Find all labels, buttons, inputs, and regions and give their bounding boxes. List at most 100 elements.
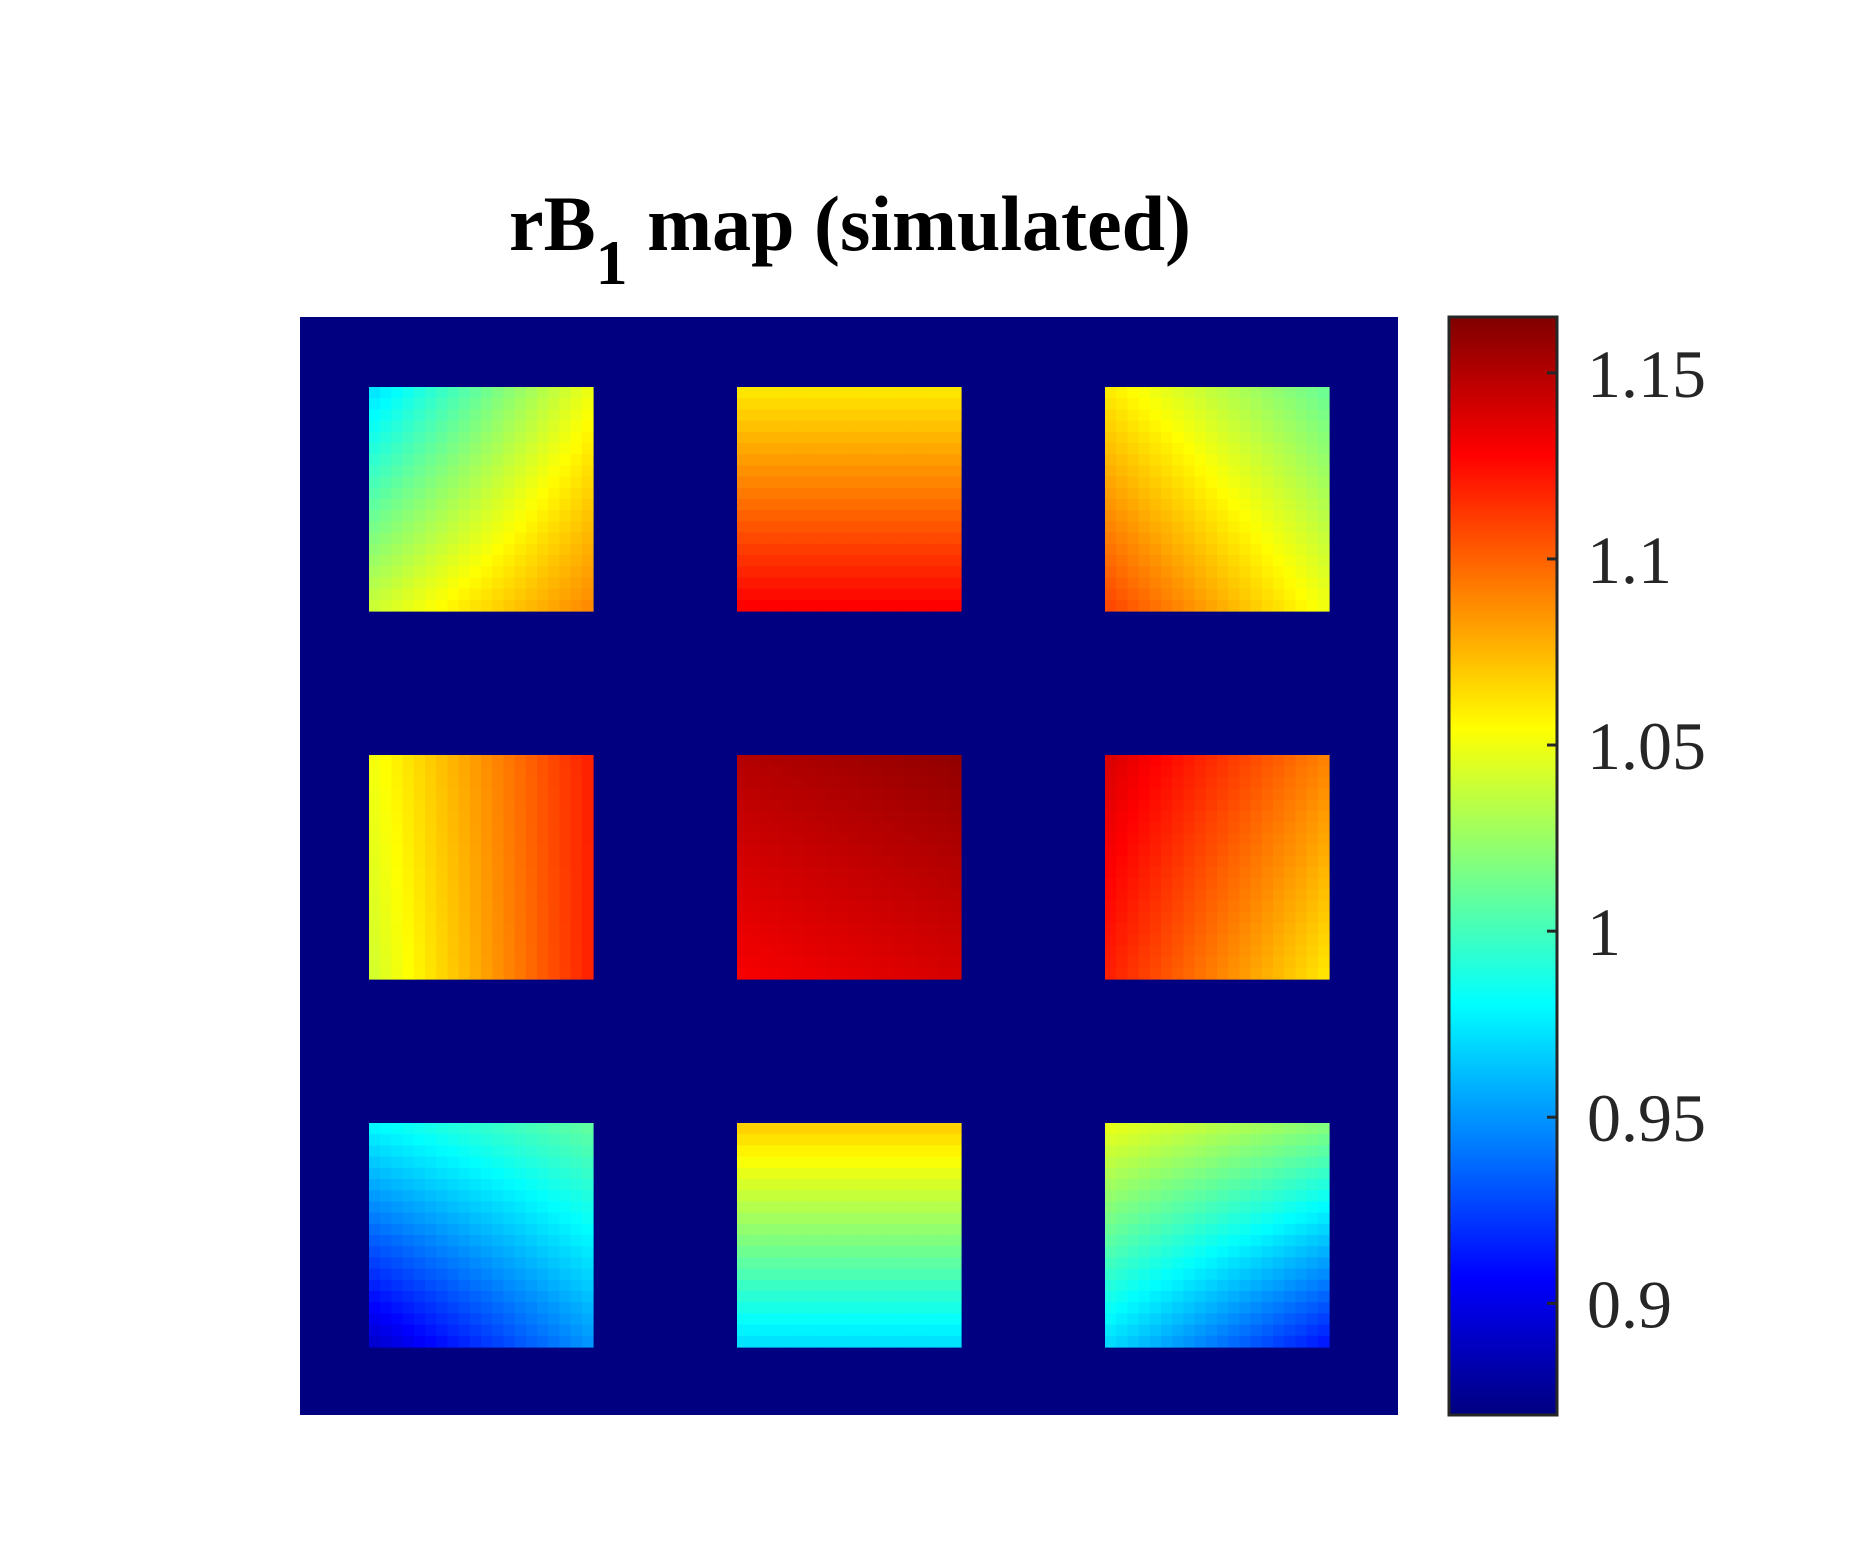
heatmap-cell	[481, 934, 493, 946]
heatmap-cell	[413, 967, 426, 980]
heatmap-cell	[770, 409, 783, 422]
heatmap-cell	[1205, 1190, 1218, 1202]
heatmap-cell	[1105, 1291, 1117, 1303]
heatmap-cell	[402, 844, 415, 857]
heatmap-cell	[804, 766, 816, 778]
heatmap-cell	[938, 487, 951, 500]
heatmap-cell	[402, 1201, 415, 1214]
heatmap-cell	[559, 867, 572, 879]
heatmap-cell	[1138, 1223, 1151, 1236]
heatmap-cell	[849, 855, 861, 868]
heatmap-cell	[927, 465, 940, 478]
heatmap-cell	[737, 811, 749, 823]
heatmap-cell	[826, 1257, 839, 1270]
heatmap-cell	[815, 443, 828, 455]
heatmap-cell	[1194, 465, 1207, 478]
heatmap-cell	[1149, 1167, 1162, 1180]
heatmap-cell	[1149, 811, 1162, 823]
heatmap-cell	[369, 1279, 381, 1292]
colorbar-gradient	[1449, 317, 1557, 1415]
heatmap-cell	[1228, 420, 1240, 433]
heatmap-cell	[938, 1167, 951, 1180]
heatmap-cell	[781, 1167, 794, 1180]
heatmap-cell	[369, 833, 381, 846]
heatmap-cell	[826, 1134, 839, 1146]
heatmap-cell	[1172, 1313, 1184, 1326]
heatmap-cell	[826, 1190, 839, 1202]
heatmap-cell	[927, 967, 940, 980]
heatmap-cell	[1284, 1279, 1296, 1292]
heatmap-cell	[849, 889, 861, 902]
heatmap-cell	[1261, 398, 1274, 410]
heatmap-cell	[458, 945, 471, 958]
heatmap-cell	[770, 1212, 783, 1225]
heatmap-cell	[1306, 465, 1319, 478]
heatmap-cell	[447, 1302, 460, 1314]
heatmap-cell	[447, 454, 460, 466]
heatmap-cell	[548, 900, 560, 913]
heatmap-cell	[402, 1123, 415, 1135]
heatmap-cell	[581, 499, 594, 511]
heatmap-cell	[826, 1167, 839, 1180]
heatmap-cell	[849, 833, 861, 846]
heatmap-cell	[369, 878, 381, 890]
heatmap-cell	[581, 476, 594, 489]
colorbar-tick-label: 1	[1587, 894, 1621, 970]
heatmap-cell	[514, 566, 527, 578]
heatmap-cell	[770, 867, 783, 879]
heatmap-cell	[369, 956, 381, 969]
heatmap-cell	[1317, 1235, 1330, 1247]
heatmap-cell	[1273, 532, 1285, 545]
heatmap-cell	[849, 755, 861, 767]
heatmap-cell	[770, 454, 783, 466]
heatmap-cell	[770, 900, 783, 913]
heatmap-cell	[882, 1179, 895, 1191]
heatmap-cell	[548, 844, 560, 857]
heatmap-cell	[905, 1324, 917, 1337]
heatmap-cell	[503, 1235, 516, 1247]
heatmap-cell	[503, 1313, 516, 1326]
heatmap-cell	[1183, 1223, 1196, 1236]
heatmap-cell	[1284, 833, 1296, 846]
heatmap-cell	[826, 476, 839, 489]
heatmap-cell	[570, 1156, 583, 1169]
heatmap-cell	[1105, 487, 1117, 500]
heatmap-cell	[1194, 387, 1207, 399]
heatmap-cell	[781, 855, 794, 868]
heatmap-cell	[1284, 543, 1296, 556]
heatmap-cell	[1284, 398, 1296, 410]
heatmap-cell	[369, 1324, 381, 1337]
heatmap-cell	[905, 1291, 917, 1303]
heatmap-cell	[1138, 588, 1151, 601]
heatmap-cell	[826, 1279, 839, 1292]
heatmap-cell	[916, 499, 928, 511]
heatmap-cell	[927, 409, 940, 422]
heatmap-cell	[1116, 487, 1128, 500]
heatmap-cell	[447, 1291, 460, 1303]
heatmap-cell	[369, 1123, 381, 1135]
heatmap-cell	[793, 1212, 805, 1225]
heatmap-cell	[916, 566, 928, 578]
heatmap-cell	[525, 855, 538, 868]
heatmap-cell	[1149, 1134, 1162, 1146]
heatmap-cell	[1295, 566, 1308, 578]
heatmap-cell	[413, 799, 426, 812]
heatmap-cell	[949, 487, 962, 500]
heatmap-cell	[849, 1302, 861, 1314]
heatmap-cell	[1205, 833, 1218, 846]
heatmap-cell	[537, 499, 549, 511]
heatmap-cell	[1239, 889, 1252, 902]
heatmap-cell	[537, 476, 549, 489]
heatmap-cell	[1239, 409, 1252, 422]
heatmap-cell	[826, 420, 839, 433]
heatmap-cell	[793, 1335, 805, 1348]
heatmap-cell	[458, 510, 471, 522]
heatmap-cell	[391, 1156, 404, 1169]
heatmap-cell	[1217, 1212, 1229, 1225]
heatmap-cell	[837, 766, 850, 778]
heatmap-cell	[413, 1246, 426, 1258]
heatmap-cell	[503, 766, 516, 778]
heatmap-cell	[1116, 1335, 1128, 1348]
heatmap-cell	[826, 788, 839, 801]
heatmap-cell	[804, 499, 816, 511]
